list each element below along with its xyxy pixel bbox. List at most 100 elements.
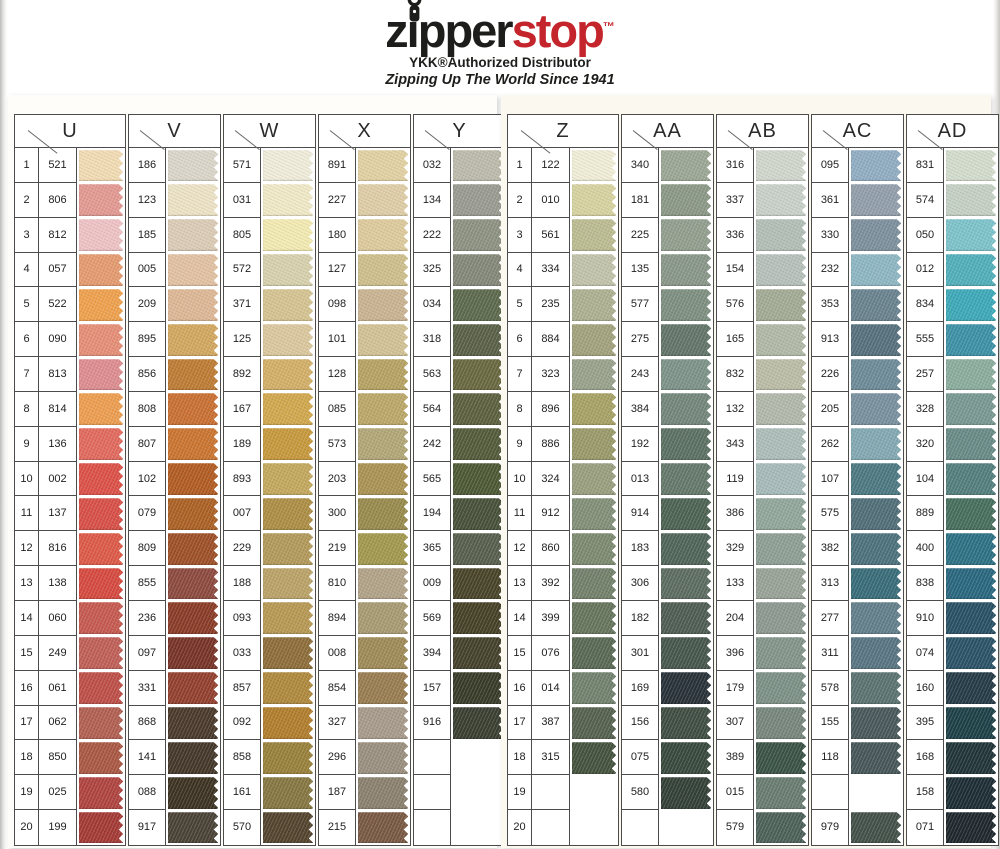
swatch-cell xyxy=(570,392,618,427)
table-row: 565 xyxy=(414,461,505,497)
table-row: 838 xyxy=(907,566,998,601)
swatch-cell xyxy=(944,287,998,322)
left-page-tables: U 1 521 2 806 3 812 4 057 5 522 6 090 7 813 8 814 9 136 10 0… xyxy=(8,95,506,846)
zipper-tape-swatch-808 xyxy=(168,393,218,426)
table-row: 189 xyxy=(224,426,315,462)
zipper-tape-swatch-343 xyxy=(756,428,806,461)
color-code-cell: 185 xyxy=(129,217,166,253)
swatch-cell xyxy=(659,636,713,671)
swatch-cell xyxy=(659,392,713,427)
swatch-cell xyxy=(77,322,125,357)
zipper-tape-swatch-313 xyxy=(851,567,901,600)
row-number-cell: 1 xyxy=(15,148,39,183)
color-code-cell: 808 xyxy=(129,391,166,427)
swatch-cell xyxy=(659,462,713,497)
row-number-cell: 15 xyxy=(508,635,532,671)
table-row: 327 xyxy=(319,705,410,741)
color-code-cell: 386 xyxy=(717,496,754,532)
table-row: 104 xyxy=(907,461,998,497)
table-row: 185 xyxy=(129,217,220,253)
color-code-cell: 123 xyxy=(129,182,166,218)
color-code-cell: 194 xyxy=(414,496,451,532)
zipper-tape-swatch-203 xyxy=(358,463,408,495)
row-number-cell: 7 xyxy=(508,357,532,392)
swatch-cell xyxy=(754,671,808,706)
swatch-cell xyxy=(659,601,713,636)
color-code-cell: 205 xyxy=(812,391,849,427)
table-row: 395 xyxy=(907,705,998,741)
column-letter: W xyxy=(259,119,280,142)
swatch-cell xyxy=(261,531,315,566)
zipper-tape-swatch-396 xyxy=(756,637,806,670)
zipper-tape-swatch-008 xyxy=(358,637,408,670)
swatch-cell xyxy=(166,706,220,741)
zipper-tape-swatch-813 xyxy=(79,358,123,391)
color-code-cell: 396 xyxy=(717,635,754,671)
table-row: 563 xyxy=(414,357,505,392)
table-row: 555 xyxy=(907,322,998,358)
row-number-cell: 3 xyxy=(508,217,532,253)
zipper-tape-swatch-182 xyxy=(661,602,711,635)
color-code-cell: 249 xyxy=(39,635,77,671)
table-row: 19 xyxy=(508,775,618,811)
color-code-cell: 330 xyxy=(812,217,849,253)
table-row: 008 xyxy=(319,635,410,671)
table-row: 205 xyxy=(812,391,903,427)
table-row: 158 xyxy=(907,775,998,811)
zipper-tape-swatch-194 xyxy=(453,497,503,530)
swatch-cell xyxy=(659,496,713,531)
color-code-cell: 810 xyxy=(319,566,356,601)
zipper-tape-swatch-009 xyxy=(453,567,503,600)
zipper-tape-swatch-892 xyxy=(263,358,313,391)
zipper-tape-swatch-236 xyxy=(168,602,218,635)
row-number-cell: 20 xyxy=(15,810,39,845)
zipper-tape-swatch-570 xyxy=(263,811,313,844)
color-code-cell: 353 xyxy=(812,287,849,323)
zipper-tape-swatch-125 xyxy=(263,323,313,356)
zipper-tape-swatch-563 xyxy=(453,358,503,391)
table-row: 180 xyxy=(319,217,410,253)
zipper-tape-swatch-199 xyxy=(79,811,123,844)
zipper-tape-swatch-014 xyxy=(572,672,616,704)
color-code-cell: 832 xyxy=(717,357,754,392)
swatch-cell xyxy=(166,601,220,636)
table-row: 808 xyxy=(129,391,220,427)
color-code-cell: 296 xyxy=(319,740,356,776)
table-row: 564 xyxy=(414,391,505,427)
swatch-cell xyxy=(451,427,505,462)
zipper-tape-swatch-138 xyxy=(79,567,123,600)
zipper-tape-swatch-564 xyxy=(453,393,503,426)
swatch-cell xyxy=(166,810,220,845)
table-row: 031 xyxy=(224,182,315,218)
zipper-tape-swatch-337 xyxy=(756,184,806,217)
swatch-cell xyxy=(944,357,998,392)
swatch-cell xyxy=(77,496,125,531)
color-table-Y: Y 032 134 222 325 034 318 563 564 242 565 194 365 009… xyxy=(413,114,506,846)
color-code-cell: 860 xyxy=(532,531,570,567)
color-code-cell: 371 xyxy=(224,287,261,323)
row-number-cell: 15 xyxy=(15,635,39,671)
row-number-cell: 16 xyxy=(508,670,532,706)
swatch-cell xyxy=(356,427,410,462)
table-row: 160 xyxy=(907,670,998,706)
row-number-cell: 16 xyxy=(15,670,39,706)
swatch-cell xyxy=(261,357,315,392)
table-row: 575 xyxy=(812,496,903,532)
zipper-tape-swatch-102 xyxy=(168,463,218,495)
swatch-cell xyxy=(754,566,808,601)
zipper-tape-swatch-168 xyxy=(946,741,996,774)
color-code-cell: 327 xyxy=(319,705,356,741)
column-header-X: X xyxy=(319,115,410,151)
color-code-cell: 156 xyxy=(622,705,659,741)
zipper-tape-swatch-371 xyxy=(263,288,313,321)
color-code-cell: 032 xyxy=(414,148,451,183)
zipper-tape-swatch-856 xyxy=(168,358,218,391)
color-code-cell: 134 xyxy=(414,182,451,218)
color-code-cell: 571 xyxy=(224,148,261,183)
table-row: 570 xyxy=(224,810,315,845)
swatch-cell xyxy=(451,287,505,322)
swatch-cell xyxy=(570,740,618,775)
swatch-cell xyxy=(754,775,808,810)
swatch-cell xyxy=(944,671,998,706)
swatch-cell xyxy=(77,531,125,566)
